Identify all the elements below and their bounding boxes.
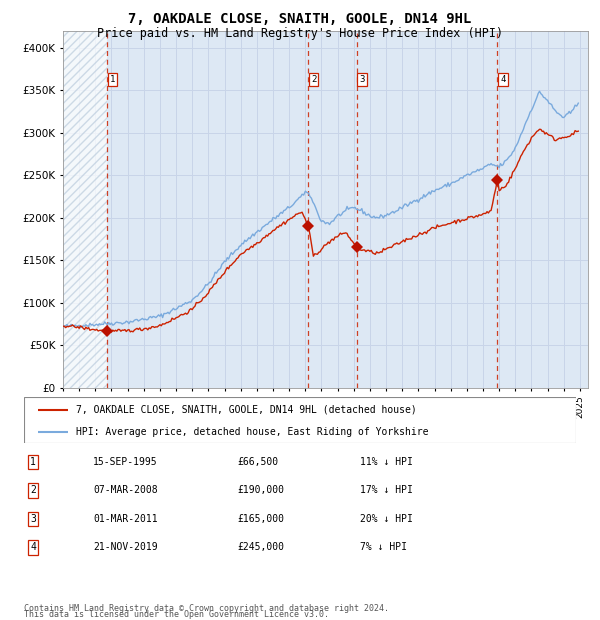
- Text: £245,000: £245,000: [237, 542, 284, 552]
- Bar: [63, 31, 107, 388]
- Text: £66,500: £66,500: [237, 457, 278, 467]
- Text: 17% ↓ HPI: 17% ↓ HPI: [360, 485, 413, 495]
- Text: 7, OAKDALE CLOSE, SNAITH, GOOLE, DN14 9HL (detached house): 7, OAKDALE CLOSE, SNAITH, GOOLE, DN14 9H…: [76, 405, 417, 415]
- Text: 11% ↓ HPI: 11% ↓ HPI: [360, 457, 413, 467]
- Text: 3: 3: [30, 514, 36, 524]
- Text: 3: 3: [359, 74, 365, 84]
- Text: This data is licensed under the Open Government Licence v3.0.: This data is licensed under the Open Gov…: [24, 610, 329, 619]
- Text: 15-SEP-1995: 15-SEP-1995: [93, 457, 158, 467]
- Text: 2: 2: [30, 485, 36, 495]
- Text: 21-NOV-2019: 21-NOV-2019: [93, 542, 158, 552]
- Text: 01-MAR-2011: 01-MAR-2011: [93, 514, 158, 524]
- Text: 7, OAKDALE CLOSE, SNAITH, GOOLE, DN14 9HL: 7, OAKDALE CLOSE, SNAITH, GOOLE, DN14 9H…: [128, 12, 472, 27]
- Text: Contains HM Land Registry data © Crown copyright and database right 2024.: Contains HM Land Registry data © Crown c…: [24, 603, 389, 613]
- Text: 2: 2: [311, 74, 316, 84]
- Text: Price paid vs. HM Land Registry's House Price Index (HPI): Price paid vs. HM Land Registry's House …: [97, 27, 503, 40]
- Text: £190,000: £190,000: [237, 485, 284, 495]
- Text: 1: 1: [30, 457, 36, 467]
- Text: 7% ↓ HPI: 7% ↓ HPI: [360, 542, 407, 552]
- Text: HPI: Average price, detached house, East Riding of Yorkshire: HPI: Average price, detached house, East…: [76, 427, 429, 436]
- Text: 20% ↓ HPI: 20% ↓ HPI: [360, 514, 413, 524]
- Text: 4: 4: [500, 74, 506, 84]
- Text: 1: 1: [110, 74, 115, 84]
- Text: £165,000: £165,000: [237, 514, 284, 524]
- Text: 4: 4: [30, 542, 36, 552]
- Text: 07-MAR-2008: 07-MAR-2008: [93, 485, 158, 495]
